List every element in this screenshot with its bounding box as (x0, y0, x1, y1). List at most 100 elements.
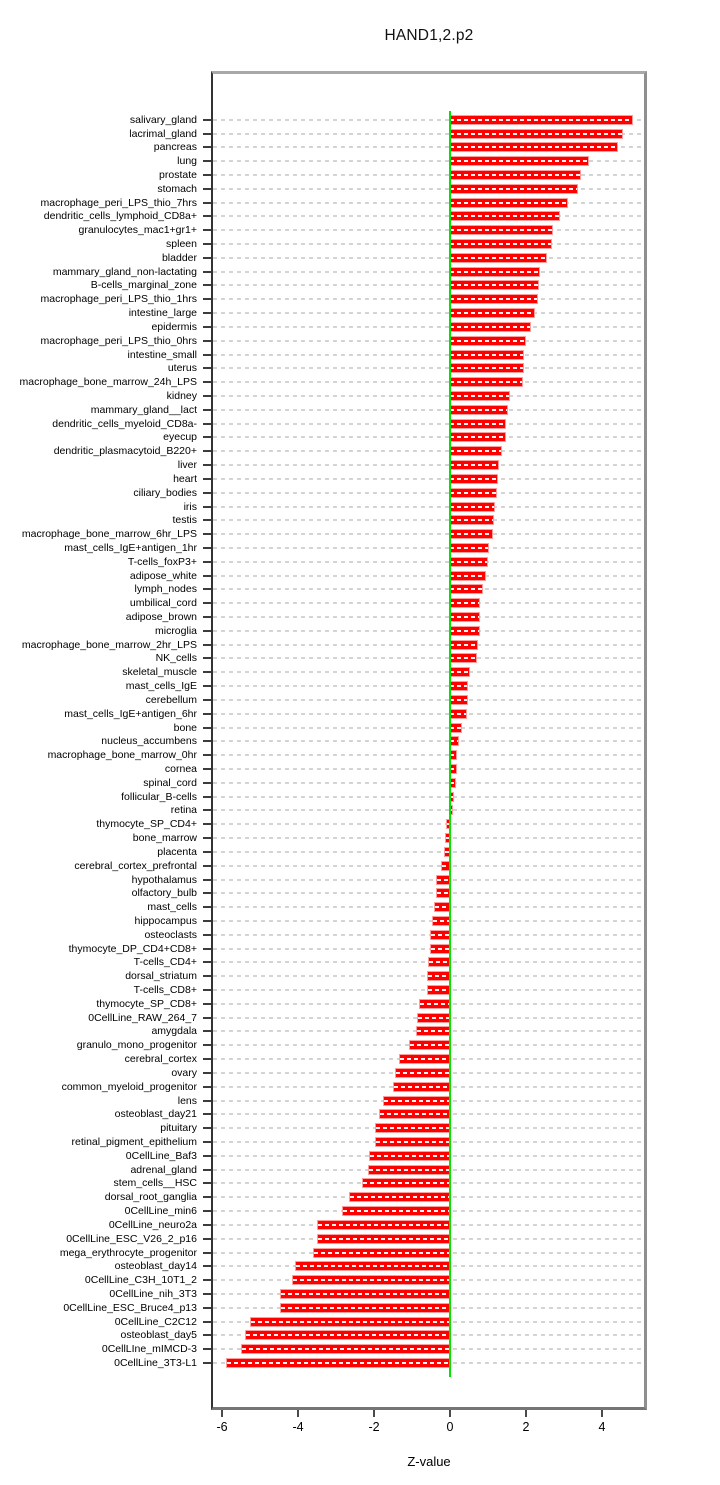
bar (432, 916, 450, 925)
bar-stripe (450, 201, 567, 204)
bar (318, 1234, 450, 1243)
bar-stripe (442, 864, 450, 867)
y-axis-tick (203, 312, 211, 315)
y-axis-tick (203, 1362, 211, 1365)
bar (450, 516, 493, 525)
bar-stripe (375, 1127, 450, 1130)
bar (343, 1207, 450, 1216)
bar-stripe (450, 768, 456, 770)
category-label: stomach (157, 182, 197, 195)
y-axis-tick (203, 270, 211, 273)
category-label: umbilical_cord (129, 597, 197, 610)
category-label: liver (177, 459, 197, 472)
y-axis-tick (203, 436, 211, 439)
gridline (213, 477, 644, 480)
gridline (213, 450, 644, 453)
y-axis-tick (203, 1334, 211, 1337)
y-axis-tick (203, 809, 211, 812)
category-label: mast_cells_IgE+antigen_6hr (64, 707, 197, 720)
category-label: 0CellLine_RAW_264_7 (88, 1011, 197, 1024)
bar-stripe (379, 1113, 450, 1116)
bar (280, 1303, 450, 1312)
bar-stripe (437, 878, 450, 881)
category-label: T-cells_foxP3+ (127, 555, 197, 568)
y-axis-tick (203, 1306, 211, 1309)
bar (450, 170, 580, 179)
y-axis-tick (203, 933, 211, 936)
y-axis-tick (203, 616, 211, 619)
bar (450, 599, 480, 608)
bar-stripe (362, 1182, 450, 1185)
y-axis-tick (203, 795, 211, 798)
category-label: 0CellLine_ESC_Bruce4_p13 (63, 1301, 197, 1314)
bar-stripe (226, 1362, 450, 1365)
gridline (213, 353, 644, 356)
bar-stripe (450, 436, 505, 439)
y-axis-tick (203, 560, 211, 563)
bar-stripe (343, 1210, 450, 1213)
category-label: common_myeloid_progenitor (61, 1080, 197, 1093)
y-axis-tick (203, 574, 211, 577)
bar-stripe (450, 353, 524, 356)
bar (450, 295, 538, 304)
bar-stripe (445, 837, 450, 840)
bar (450, 157, 589, 166)
y-axis-tick (203, 1292, 211, 1295)
bar-stripe (446, 823, 450, 826)
gridline (213, 657, 644, 660)
bar-stripe (450, 519, 493, 522)
gridline (213, 892, 644, 895)
category-label: prostate (159, 168, 197, 181)
y-axis-tick (203, 243, 211, 246)
gridline (213, 933, 644, 936)
y-axis-tick (203, 1279, 211, 1282)
y-axis-tick (203, 1348, 211, 1351)
gridline (213, 795, 644, 798)
category-label: bone (173, 721, 197, 734)
category-label: adrenal_gland (130, 1163, 197, 1176)
bar-stripe (450, 160, 589, 163)
gridline (213, 408, 644, 411)
bar-stripe (450, 491, 496, 494)
bar (450, 640, 477, 649)
category-label: 0CellLine_Baf3 (125, 1149, 197, 1162)
category-label: nucleus_accumbens (101, 735, 197, 748)
y-axis-tick (203, 919, 211, 922)
gridline (213, 947, 644, 950)
y-axis-tick (203, 1210, 211, 1213)
bar-stripe (450, 132, 622, 135)
gridline (213, 602, 644, 605)
bar (450, 626, 479, 635)
bar (450, 461, 499, 470)
y-axis-tick (203, 629, 211, 632)
bar (450, 143, 618, 152)
y-axis-tick (203, 837, 211, 840)
x-axis-tick (525, 1410, 527, 1417)
y-axis-tick (203, 781, 211, 784)
bar (437, 889, 450, 898)
x-axis-tick-label: -2 (368, 1420, 380, 1434)
category-label: 0CellLine_C2C12 (114, 1315, 197, 1328)
y-axis-tick (203, 1141, 211, 1143)
gridline (213, 850, 644, 853)
bar (369, 1151, 450, 1160)
bar-stripe (450, 284, 539, 287)
bar (450, 226, 552, 235)
category-label: macrophage_peri_LPS_thio_0hrs (40, 334, 197, 347)
bar-stripe (450, 533, 493, 536)
bar-stripe (450, 325, 530, 328)
bar-stripe (450, 505, 494, 508)
bar (437, 875, 450, 884)
bar-stripe (296, 1265, 450, 1268)
gridline (213, 146, 644, 149)
gridline (213, 339, 644, 342)
bar (450, 350, 524, 359)
bar-stripe (450, 187, 577, 190)
bar-stripe (450, 270, 540, 273)
bar (450, 309, 535, 318)
bar (429, 958, 450, 967)
category-label: dendritic_cells_myeloid_CD8a- (52, 417, 197, 430)
gridline (213, 270, 644, 273)
y-axis-tick (203, 201, 211, 204)
category-label: microglia (154, 624, 197, 637)
